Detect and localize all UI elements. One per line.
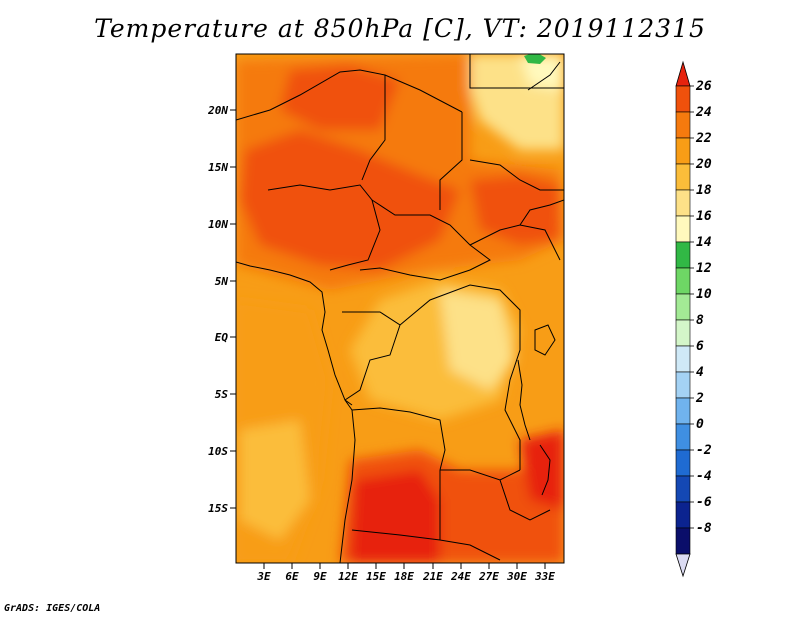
colorbar-swatch [675,449,691,477]
colorbar-swatch [675,293,691,321]
lat-tick-label: 10N [208,218,228,231]
lat-tick-label: 15S [208,502,228,515]
colorbar-level-label: 18 [696,183,712,198]
lat-tick-label: 5N [215,275,229,288]
lon-tick-label: 27E [478,570,499,583]
colorbar-level-label: 22 [695,131,712,146]
lat-tick-label: 10S [208,445,228,458]
colorbar-swatch [675,111,691,139]
lat-tick-label: 20N [207,104,228,117]
grads-credit: GrADS: IGES/COLA [4,603,101,614]
lat-tick-label: 15N [208,161,228,174]
colorbar-swatch [675,475,691,503]
colorbar-level-label: -8 [696,521,712,536]
colorbar-swatch [675,397,691,425]
colorbar-level-label: 8 [696,313,704,328]
colorbar-level-label: 20 [695,157,712,172]
lon-tick-label: 33E [534,570,555,583]
colorbar-swatch [675,319,691,347]
lon-tick-label: 12E [338,570,358,583]
colorbar-level-label: 24 [695,105,712,120]
colorbar-swatch [675,267,691,295]
colorbar-level-label: 10 [696,287,712,302]
colorbar-swatch [675,423,691,451]
colorbar-swatch [675,137,691,165]
lat-axis: 20N 15N 10N 5N EQ 5S 10S 15S [207,104,236,515]
lat-tick-label: 5S [215,388,229,401]
colorbar-level-label: 0 [696,417,704,432]
lon-tick-label: 3E [256,570,271,583]
country-borders [236,54,564,563]
lat-tick-label: EQ [215,331,229,344]
colorbar-level-label: -6 [696,495,712,510]
lon-tick-label: 18E [394,570,414,583]
temperature-field [236,54,564,563]
lon-tick-label: 15E [366,570,386,583]
chart-title: Temperature at 850hPa [C], VT: 201911231… [94,14,706,43]
lon-tick-label: 9E [313,570,327,583]
colorbar-level-label: 4 [696,365,704,380]
colorbar-arrow-bottom [675,553,691,578]
colorbar-level-label: -2 [696,443,712,458]
lon-tick-label: 6E [285,570,299,583]
lon-tick-label: 21E [422,570,443,583]
colorbar-level-label: 14 [696,235,712,250]
colorbar-level-label: 26 [695,79,712,94]
colorbar-swatch [675,501,691,529]
colorbar-level-label: 6 [696,339,704,354]
colorbar-swatch [675,345,691,373]
map-frame [235,53,565,564]
colorbar-swatch [675,163,691,191]
colorbar-level-label: 16 [696,209,712,224]
colorbar-swatch [675,527,691,555]
colorbar-level-label: 12 [696,261,712,276]
colorbar-swatch [675,189,691,217]
colorbar-swatch [675,85,691,113]
colorbar-swatch [675,371,691,399]
lon-tick-label: 30E [506,570,527,583]
lon-tick-label: 24E [450,570,471,583]
colorbar-swatch [675,241,691,269]
colorbar-swatch [675,215,691,243]
colorbar-level-label: -4 [696,469,712,484]
colorbar-arrow-top [675,60,691,87]
lon-axis: 3E 6E 9E 12E 15E 18E 21E 24E 27E 30E 33E [256,563,555,583]
colorbar-level-label: 2 [695,391,704,406]
